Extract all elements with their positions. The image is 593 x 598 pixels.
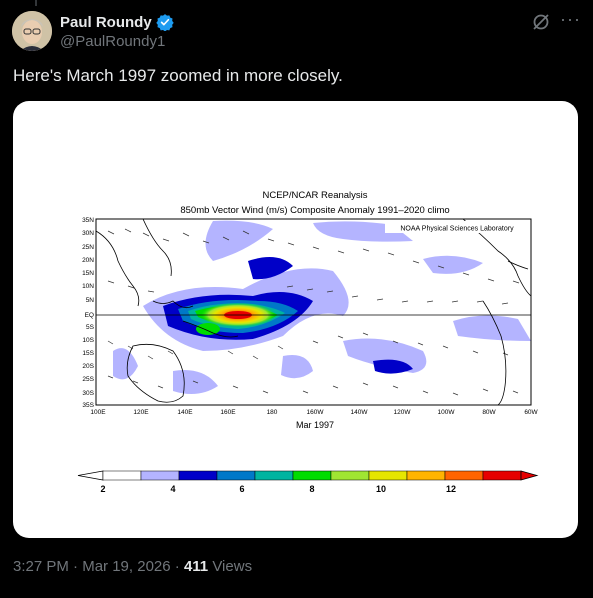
colorbar-tick-label: 6 (239, 484, 244, 494)
lat-label: 5N (86, 297, 95, 304)
lon-label: 120W (394, 409, 412, 416)
lat-label: 25S (82, 376, 94, 383)
colorbar-labels: 2 4 6 8 10 12 (100, 484, 456, 494)
coastlines (96, 219, 531, 405)
avatar-image (12, 11, 52, 51)
lat-label: 20N (82, 257, 94, 264)
lon-label: 140W (351, 409, 369, 416)
colorbar-segment (140, 470, 180, 481)
views-count: 411 (183, 558, 209, 575)
colorbar-segment (254, 470, 294, 481)
thread-connector-line (35, 0, 37, 6)
colorbar (77, 470, 539, 481)
lon-label: 100W (438, 409, 456, 416)
colorbar-segment (292, 470, 332, 481)
colorbar-segment (368, 470, 408, 481)
lat-label: 25N (82, 244, 94, 251)
anomaly-shading (113, 220, 531, 395)
credit-label: NOAA Physical Sciences Laboratory (400, 226, 514, 233)
lat-label: 35S (82, 402, 94, 409)
colorbar-right-arrow (520, 470, 539, 481)
lon-label: 100E (90, 409, 106, 416)
grok-icon[interactable] (531, 12, 551, 32)
figure-title-line1: NCEP/NCAR Reanalysis (262, 190, 367, 201)
lat-label: 30N (82, 230, 94, 237)
month-label: Mar 1997 (296, 420, 334, 430)
meta-separator: · (68, 558, 83, 575)
post-date[interactable]: Mar 19, 2026 (82, 558, 171, 575)
lon-label: 120E (133, 409, 149, 416)
colorbar-left-arrow (77, 470, 104, 481)
meta-separator: · (170, 558, 184, 575)
lat-label: 15S (82, 350, 94, 357)
lat-label: 10S (82, 337, 94, 344)
views-label: Views (208, 558, 253, 575)
colorbar-segment (178, 470, 218, 481)
lon-label: 160W (307, 409, 325, 416)
colorbar-segment (330, 470, 370, 481)
lon-label: 180 (267, 409, 278, 416)
colorbar-segment (482, 470, 522, 481)
more-options-icon[interactable]: ··· (560, 9, 581, 29)
lat-label: 30S (82, 390, 94, 397)
lat-label: 20S (82, 363, 94, 370)
lon-label: 160E (220, 409, 236, 416)
figure-title-line2: 850mb Vector Wind (m/s) Composite Anomal… (180, 205, 449, 216)
verified-badge-icon (155, 14, 174, 31)
lat-axis-labels: 35N 30N 25N 20N 15N 10N 5N EQ 5S 10S 15S… (82, 217, 95, 409)
credit-box (385, 221, 529, 233)
lon-label: 60W (524, 409, 538, 416)
lon-label: 80W (482, 409, 496, 416)
author-handle[interactable]: @PaulRoundy1 (60, 33, 166, 50)
avatar[interactable] (12, 11, 52, 51)
colorbar-tick-label: 12 (446, 484, 456, 494)
colorbar-tick-label: 8 (309, 484, 314, 494)
post-media-image[interactable]: NCEP/NCAR Reanalysis 850mb Vector Wind (… (13, 101, 578, 538)
lon-label: 140E (177, 409, 193, 416)
colorbar-segment (216, 470, 256, 481)
lat-label: EQ (85, 312, 94, 319)
wind-anomaly-map: NCEP/NCAR Reanalysis 850mb Vector Wind (… (77, 190, 539, 494)
colorbar-segment (102, 470, 142, 481)
wind-vectors (107, 228, 520, 396)
post-time[interactable]: 3:27 PM (13, 558, 69, 575)
colorbar-segment (406, 470, 446, 481)
colorbar-segment (444, 470, 484, 481)
lon-axis-labels: 100E 120E 140E 160E 180 160W 140W 120W 1… (90, 409, 538, 416)
post-text: Here's March 1997 zoomed in more closely… (13, 66, 343, 85)
lat-label: 5S (86, 324, 95, 331)
lat-label: 35N (82, 217, 94, 224)
author-name[interactable]: Paul Roundy (60, 13, 152, 31)
lat-label: 10N (82, 283, 94, 290)
lat-label: 15N (82, 270, 94, 277)
post-metadata: 3:27 PM · Mar 19, 2026 · 411 Views (13, 558, 252, 575)
colorbar-tick-label: 4 (170, 484, 175, 494)
map-frame (95, 218, 532, 406)
colorbar-tick-label: 10 (376, 484, 386, 494)
colorbar-tick-label: 2 (100, 484, 105, 494)
